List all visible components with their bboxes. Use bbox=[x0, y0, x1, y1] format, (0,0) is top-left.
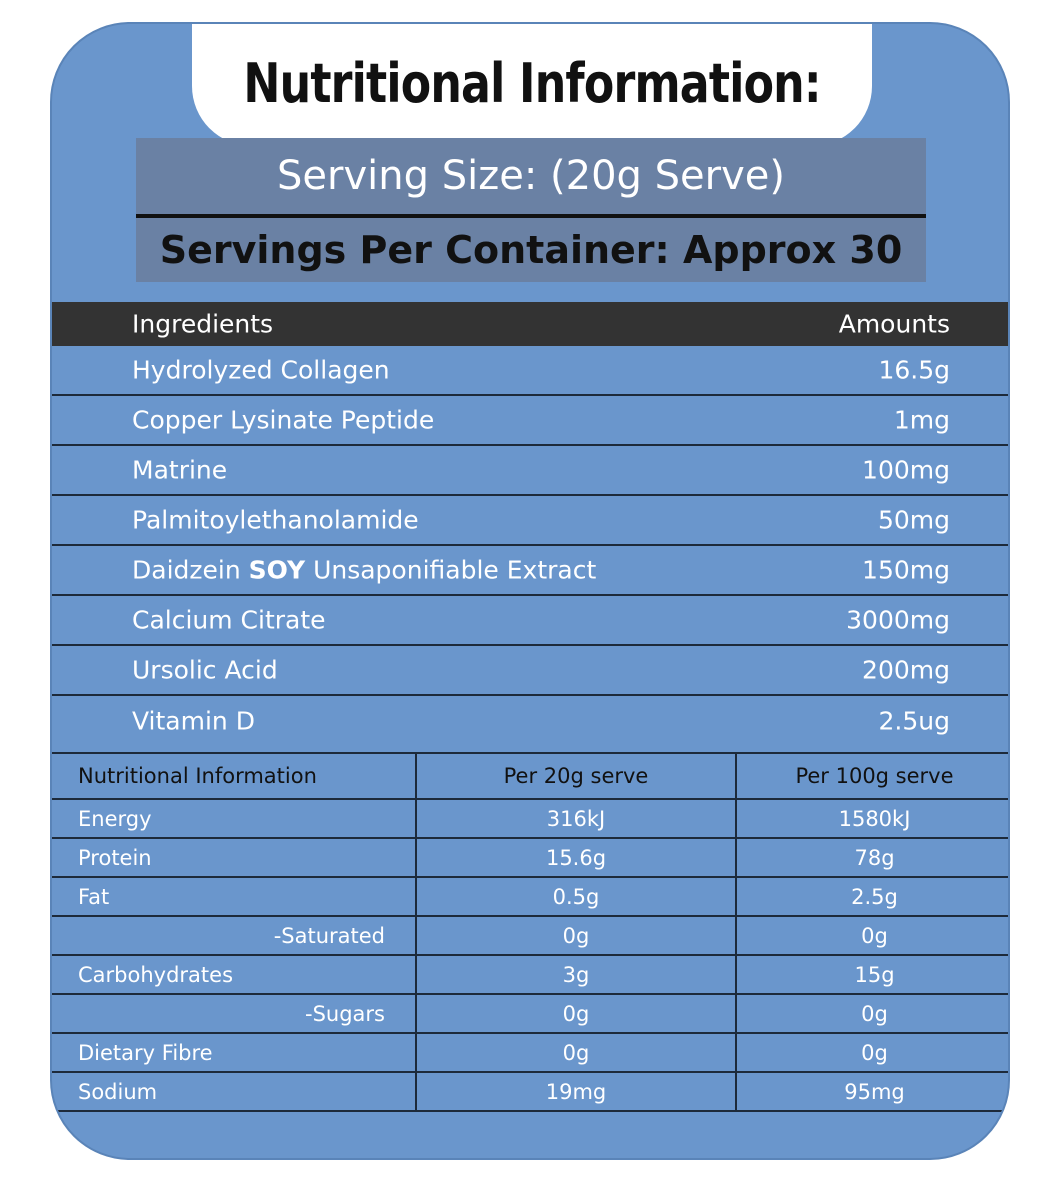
ingredient-name-pre: Daidzein bbox=[132, 555, 249, 585]
ingredient-row: Daidzein SOY Unsaponifiable Extract 150m… bbox=[52, 546, 1008, 596]
ingredients-header: Ingredients Amounts bbox=[52, 302, 1008, 346]
ingredient-name: Hydrolyzed Collagen bbox=[132, 355, 390, 385]
per-100g-value: 0g bbox=[735, 1032, 1008, 1073]
ingredient-amount: 50mg bbox=[877, 505, 950, 535]
nutrient-label: Fat bbox=[52, 876, 417, 917]
title-tab: Nutritional Information: bbox=[192, 24, 872, 146]
ingredient-name: Vitamin D bbox=[132, 706, 255, 736]
nutrition-panel: Nutritional Information: Serving Size: (… bbox=[50, 22, 1010, 1160]
per-20g-value: 3g bbox=[415, 954, 737, 995]
per-100g-value: 1580kJ bbox=[735, 798, 1008, 839]
table-row: -Saturated 0g 0g bbox=[52, 915, 1008, 956]
nutrient-label: Energy bbox=[52, 798, 417, 839]
ingredient-name: Matrine bbox=[132, 455, 228, 485]
amounts-header-label: Amounts bbox=[838, 309, 950, 339]
ingredient-name: Copper Lysinate Peptide bbox=[132, 405, 435, 435]
serving-divider bbox=[136, 214, 926, 218]
ingredient-amount: 2.5ug bbox=[878, 706, 950, 736]
ingredient-amount: 3000mg bbox=[846, 605, 950, 635]
ingredient-name: Calcium Citrate bbox=[132, 605, 326, 635]
per-20g-header: Per 20g serve bbox=[415, 752, 737, 800]
nutrient-label: Sodium bbox=[52, 1071, 417, 1112]
serving-size: Serving Size: (20g Serve) bbox=[136, 138, 926, 214]
ingredient-name: Ursolic Acid bbox=[132, 655, 278, 685]
servings-per-container: Servings Per Container: Approx 30 bbox=[136, 218, 926, 282]
ingredient-row: Copper Lysinate Peptide 1mg bbox=[52, 396, 1008, 446]
per-20g-value: 0g bbox=[415, 915, 737, 956]
ingredients-header-label: Ingredients bbox=[132, 309, 274, 339]
nutrient-label: -Sugars bbox=[52, 993, 417, 1034]
per-100g-value: 0g bbox=[735, 915, 1008, 956]
nutrition-table: Nutritional Information Per 20g serve Pe… bbox=[52, 752, 1008, 1112]
ingredient-row: Ursolic Acid 200mg bbox=[52, 646, 1008, 696]
ingredient-row: Hydrolyzed Collagen 16.5g bbox=[52, 346, 1008, 396]
table-row: Sodium 19mg 95mg bbox=[52, 1071, 1008, 1112]
ingredient-amount: 16.5g bbox=[878, 355, 950, 385]
table-row: -Sugars 0g 0g bbox=[52, 993, 1008, 1034]
nutrient-label: -Saturated bbox=[52, 915, 417, 956]
ingredient-name-post: Unsaponifiable Extract bbox=[305, 555, 597, 585]
per-100g-value: 95mg bbox=[735, 1071, 1008, 1112]
nutrition-header-row: Nutritional Information Per 20g serve Pe… bbox=[52, 752, 1008, 800]
ingredient-row: Matrine 100mg bbox=[52, 446, 1008, 496]
ingredient-amount: 200mg bbox=[862, 655, 950, 685]
table-row: Dietary Fibre 0g 0g bbox=[52, 1032, 1008, 1073]
ingredient-amount: 1mg bbox=[893, 405, 950, 435]
ingredient-name: Daidzein SOY Unsaponifiable Extract bbox=[132, 556, 596, 585]
allergen-soy: SOY bbox=[248, 555, 306, 585]
ingredient-row: Palmitoylethanolamide 50mg bbox=[52, 496, 1008, 546]
ingredient-row: Calcium Citrate 3000mg bbox=[52, 596, 1008, 646]
per-100g-value: 15g bbox=[735, 954, 1008, 995]
table-row: Fat 0.5g 2.5g bbox=[52, 876, 1008, 917]
per-20g-value: 15.6g bbox=[415, 837, 737, 878]
per-20g-value: 0.5g bbox=[415, 876, 737, 917]
ingredient-name: Palmitoylethanolamide bbox=[132, 505, 419, 535]
ingredient-amount: 150mg bbox=[862, 555, 950, 585]
per-20g-value: 0g bbox=[415, 993, 737, 1034]
ingredient-amount: 100mg bbox=[862, 455, 950, 485]
table-row: Protein 15.6g 78g bbox=[52, 837, 1008, 878]
per-100g-value: 2.5g bbox=[735, 876, 1008, 917]
nutrient-label: Protein bbox=[52, 837, 417, 878]
per-100g-value: 0g bbox=[735, 993, 1008, 1034]
nutrition-header-label: Nutritional Information bbox=[52, 752, 417, 800]
per-100g-value: 78g bbox=[735, 837, 1008, 878]
nutrient-label: Carbohydrates bbox=[52, 954, 417, 995]
per-20g-value: 316kJ bbox=[415, 798, 737, 839]
per-20g-value: 0g bbox=[415, 1032, 737, 1073]
page-title: Nutritional Information: bbox=[243, 51, 821, 115]
per-20g-value: 19mg bbox=[415, 1071, 737, 1112]
table-row: Carbohydrates 3g 15g bbox=[52, 954, 1008, 995]
nutrient-label: Dietary Fibre bbox=[52, 1032, 417, 1073]
ingredient-row: Vitamin D 2.5ug bbox=[52, 696, 1008, 746]
per-100g-header: Per 100g serve bbox=[735, 752, 1008, 800]
table-row: Energy 316kJ 1580kJ bbox=[52, 798, 1008, 839]
